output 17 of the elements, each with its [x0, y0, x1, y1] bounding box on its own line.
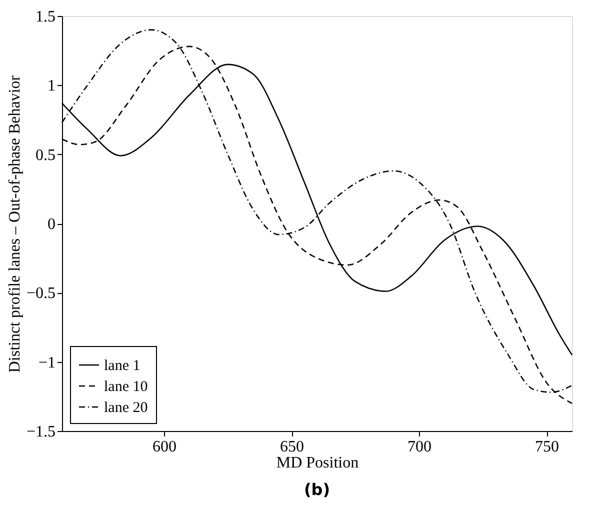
y-tick-label: −1 [38, 354, 56, 372]
y-tick-label: −1.5 [26, 424, 56, 440]
y-axis-title: Distinct profile lanes – Out-of-phase Behavior [6, 74, 24, 373]
legend-label: lane 20 [104, 400, 148, 416]
legend-label: lane 1 [104, 358, 140, 374]
y-tick-label: 0 [48, 216, 56, 233]
x-tick-label: 600 [152, 438, 176, 456]
x-axis-title: MD Position [276, 454, 359, 472]
legend-label: lane 10 [104, 379, 148, 395]
y-tick-label: 1.5 [36, 8, 56, 26]
text: (b) [304, 480, 330, 499]
y-tick-label: 0.5 [36, 146, 56, 164]
x-tick-label: 750 [535, 438, 559, 456]
y-tick-label: 1 [48, 78, 56, 95]
y-tick-label: −0.5 [26, 285, 56, 302]
x-tick-label: 700 [408, 438, 432, 456]
x-tick-label: 650 [280, 438, 304, 456]
